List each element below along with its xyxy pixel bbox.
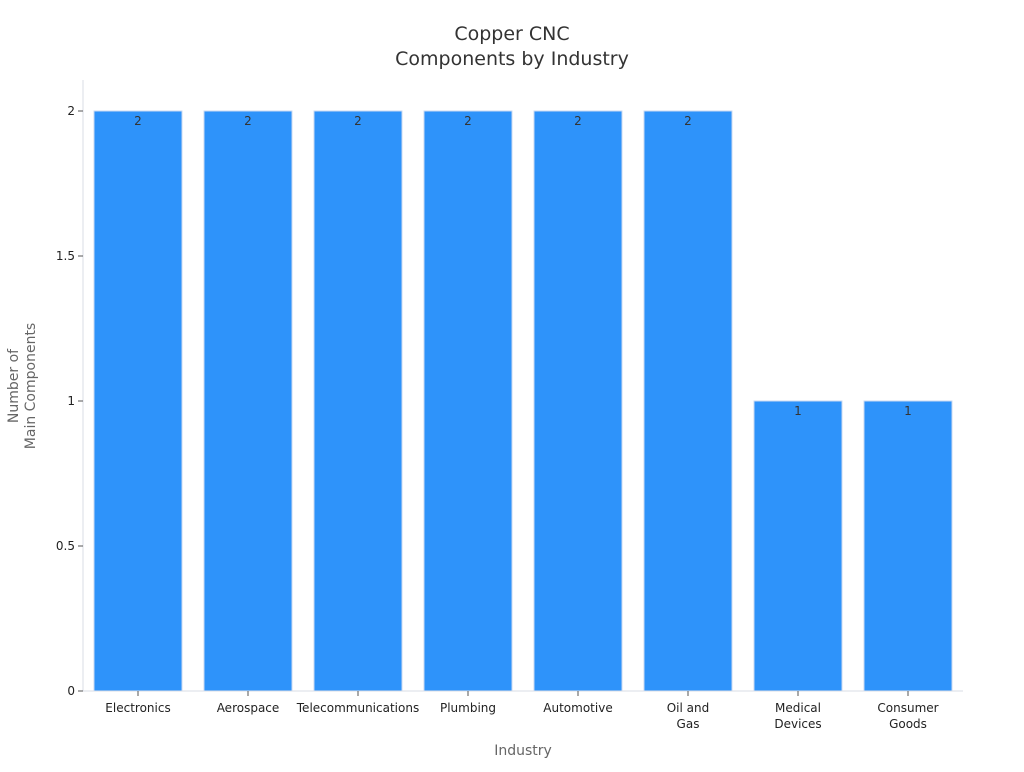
chart-title: Copper CNC Components by Industry <box>395 23 629 70</box>
text-line: Automotive <box>543 701 612 715</box>
bar <box>643 110 733 692</box>
bar-value-label: 2 <box>134 114 142 128</box>
text-line: Oil and <box>667 701 710 715</box>
y-tick-label: 0 <box>67 684 75 698</box>
bar-labels-layer: 2 2 2 2 2 2 1 1 <box>134 114 912 418</box>
text-line: Devices <box>774 717 821 731</box>
text-line: Medical <box>775 701 821 715</box>
x-tick-label: Telecommunications <box>296 701 419 715</box>
bar-value-label: 2 <box>574 114 582 128</box>
bar-value-label: 1 <box>904 404 912 418</box>
y-tick-label: 1 <box>67 394 75 408</box>
y-ticks-layer: 0 0.5 1 1.5 2 <box>56 104 83 698</box>
bar-value-label: 2 <box>684 114 692 128</box>
x-axis-title: Industry <box>494 743 552 759</box>
text-line: Consumer <box>877 701 938 715</box>
text-line: Number of <box>6 348 22 423</box>
y-tick-label: 2 <box>67 104 75 118</box>
text-line: Components by Industry <box>395 48 629 70</box>
bar <box>93 110 183 692</box>
x-tick-label: Aerospace <box>217 701 280 715</box>
text-line: Aerospace <box>217 701 280 715</box>
text-line: Main Components <box>23 323 39 449</box>
x-ticks-layer: Electronics Aerospace Telecommunications Pl… <box>105 691 939 731</box>
x-tick-label: Medical Devices <box>774 701 821 731</box>
bar <box>863 400 953 692</box>
text-line: Goods <box>889 717 927 731</box>
y-tick-label: 1.5 <box>56 249 75 263</box>
text-line: Electronics <box>105 701 170 715</box>
y-tick-label: 0.5 <box>56 539 75 553</box>
y-axis-title: Number ofMain Components <box>6 323 39 449</box>
bar-value-label: 2 <box>244 114 252 128</box>
bars-layer <box>93 110 953 692</box>
bar-value-label: 1 <box>794 404 802 418</box>
x-tick-label: Consumer Goods <box>877 701 938 731</box>
x-tick-label: Oil and Gas <box>667 701 710 731</box>
x-tick-label: Plumbing <box>440 701 496 715</box>
x-tick-label: Electronics <box>105 701 170 715</box>
text-line: Plumbing <box>440 701 496 715</box>
bar-value-label: 2 <box>464 114 472 128</box>
text-line: Copper CNC <box>454 23 569 45</box>
bar <box>313 110 403 692</box>
text-line: Telecommunications <box>296 701 419 715</box>
bar <box>753 400 843 692</box>
x-tick-label: Automotive <box>543 701 612 715</box>
bar <box>533 110 623 692</box>
text-line: Gas <box>677 717 700 731</box>
bar <box>423 110 513 692</box>
bar-value-label: 2 <box>354 114 362 128</box>
bar <box>203 110 293 692</box>
